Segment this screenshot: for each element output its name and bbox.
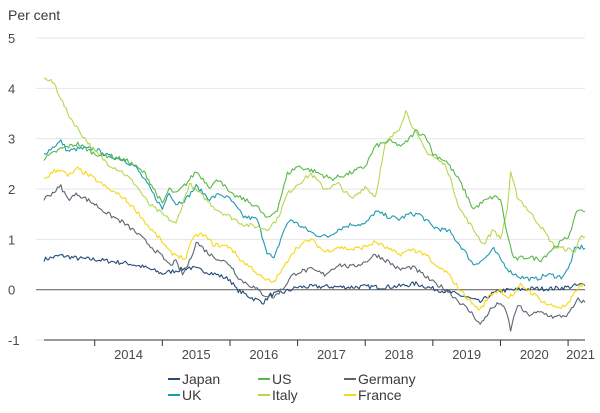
x-tick-label: 2014: [114, 347, 143, 362]
legend-label-us: US: [272, 371, 291, 387]
legend-label-japan: Japan: [182, 371, 220, 387]
legend-label-italy: Italy: [272, 387, 298, 403]
y-tick-label: -1: [8, 333, 20, 348]
y-tick-label: 4: [8, 81, 15, 96]
x-tick-label: 2020: [520, 347, 549, 362]
legend-label-france: France: [358, 387, 402, 403]
y-tick-label: 5: [8, 31, 15, 46]
y-tick-label: 2: [8, 182, 15, 197]
y-axis-ticks: 5 4 3 2 1 0 -1: [8, 31, 20, 348]
y-tick-label: 1: [8, 232, 15, 247]
y-axis-unit-label: Per cent: [8, 7, 60, 23]
x-tick-label: 2015: [182, 347, 211, 362]
series-line-france: [43, 166, 586, 311]
legend-label-germany: Germany: [358, 371, 416, 387]
y-tick-label: 0: [8, 283, 15, 298]
legend-label-uk: UK: [182, 387, 202, 403]
x-axis: 2014 2015 2016 2017 2018 2019 2020 2021: [44, 339, 595, 362]
x-tick-label: 2018: [385, 347, 414, 362]
series-line-japan: [43, 253, 586, 305]
x-tick-label: 2017: [317, 347, 346, 362]
x-tick-label: 2019: [452, 347, 481, 362]
series-line-germany: [43, 184, 586, 332]
y-tick-label: 3: [8, 132, 15, 147]
x-tick-label: 2021: [566, 347, 595, 362]
series-line-italy: [43, 77, 586, 254]
x-tick-label: 2016: [249, 347, 278, 362]
series-line-us: [43, 129, 586, 263]
legend: Japan US Germany UK Italy France: [168, 371, 416, 403]
series-lines: [43, 77, 586, 332]
